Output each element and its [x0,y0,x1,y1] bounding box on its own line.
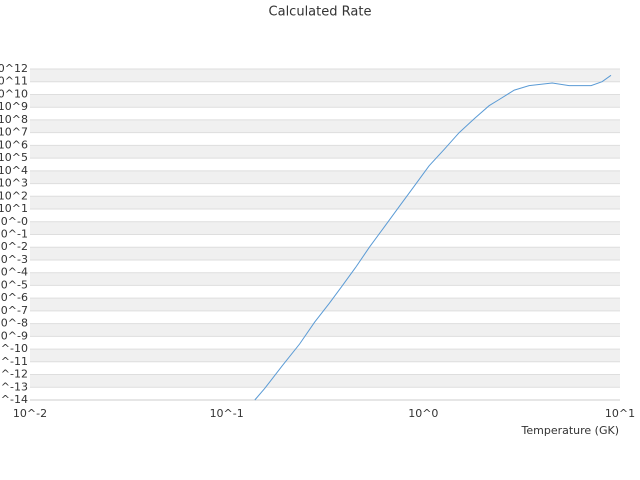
y-tick-label: 10^-9 [0,329,28,342]
y-tick-label: 10^-6 [0,291,28,304]
y-tick-label: 10^7 [0,126,28,139]
x-tick-label: 10^0 [408,407,438,420]
y-tick-label: 10^-14 [0,393,28,406]
y-tick-label: 10^-10 [0,342,28,355]
x-tick-label: 10^-2 [13,407,47,420]
grid-band [30,145,620,159]
y-tick-label: 10^-1 [0,228,28,241]
y-tick-label: 10^5 [0,151,28,164]
grid-band [30,298,620,311]
y-tick-label: 10^9 [0,100,28,113]
x-tick-label: 10^-1 [210,407,244,420]
grid-band [30,323,620,337]
grid-band [30,94,620,108]
y-tick-label: 10^11 [0,75,28,88]
grid-band [30,196,620,210]
grid-band [30,69,620,82]
y-tick-label: 10^-3 [0,253,28,266]
y-tick-label: 10^-0 [0,215,28,228]
y-tick-label: 10^-4 [0,266,28,279]
y-tick-label: 10^-11 [0,355,28,368]
y-tick-label: 10^-5 [0,278,28,291]
data-line [254,74,612,401]
grid-band [30,170,620,184]
grid-band [30,221,620,235]
y-tick-label: 10^12 [0,62,28,75]
chart-title: Calculated Rate [269,5,372,20]
y-tick-label: 10^-8 [0,317,28,330]
y-tick-label: 10^2 [0,189,28,202]
y-tick-label: 10^6 [0,138,28,151]
y-tick-label: 10^3 [0,177,28,190]
y-tick-label: 10^4 [0,164,28,177]
grid-band [30,247,620,260]
x-axis-label: Temperature (GK) [521,424,620,437]
grid-band [30,272,620,286]
y-tick-label: 10^10 [0,87,28,100]
y-tick-label: 10^-13 [0,380,28,393]
grid-band [30,374,620,388]
grid-band [30,349,620,362]
y-tick-label: 10^1 [0,202,28,215]
y-tick-label: 10^-12 [0,368,28,381]
y-tick-label: 10^-7 [0,304,28,317]
y-tick-label: 10^8 [0,113,28,126]
y-tick-label: 10^-2 [0,240,28,253]
grid-band [30,119,620,133]
x-tick-label: 10^1 [605,407,635,420]
